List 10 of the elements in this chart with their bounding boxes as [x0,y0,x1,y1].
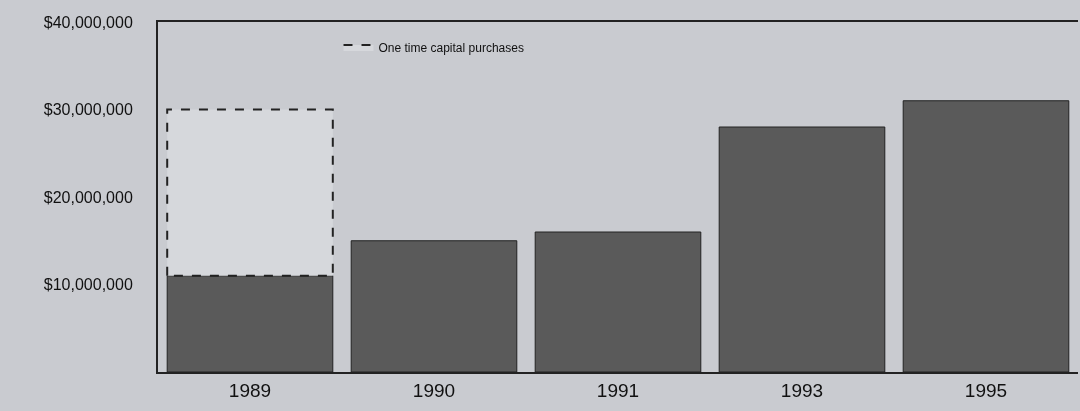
x-tick-label: 1995 [964,379,1008,401]
legend-label: One time capital purchases [378,40,524,55]
x-tick-label: 1991 [596,379,640,401]
y-tick-label: $40,000,000 [43,13,133,31]
y-tick-label: $30,000,000 [43,101,133,119]
y-tick-label: $20,000,000 [43,188,133,206]
x-tick-label: 1990 [412,379,456,401]
y-tick-label: $10,000,000 [43,276,133,294]
x-tick-label: 1993 [780,379,824,401]
x-tick-label: 1989 [228,379,272,401]
